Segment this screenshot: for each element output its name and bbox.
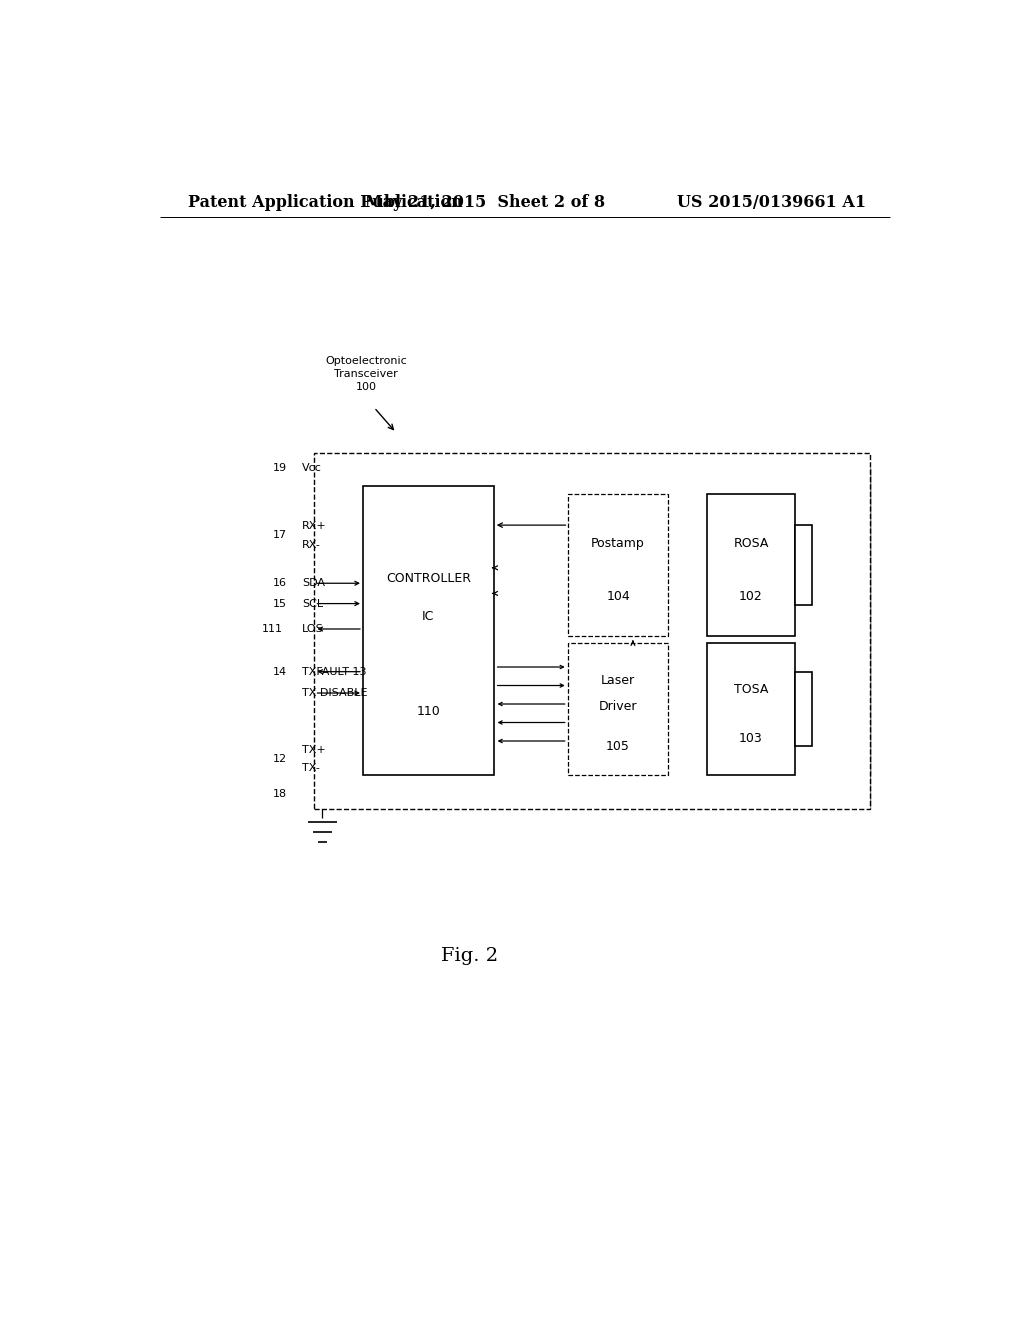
Text: Postamp: Postamp [591,537,645,550]
Text: Patent Application Publication: Patent Application Publication [187,194,462,211]
Text: 16: 16 [272,578,287,589]
Text: Optoelectronic
Transceiver
100: Optoelectronic Transceiver 100 [326,356,407,392]
Text: TX-: TX- [302,763,319,774]
Text: 102: 102 [739,590,763,603]
Text: 110: 110 [417,705,440,718]
Bar [795,672,812,746]
Text: 17: 17 [272,531,287,540]
Text: 105: 105 [606,739,630,752]
Text: 14: 14 [272,667,287,677]
Text: US 2015/0139661 A1: US 2015/0139661 A1 [677,194,866,211]
Bar [362,486,494,775]
Text: Vcc: Vcc [302,463,322,474]
Bar [708,643,795,775]
Text: TX+: TX+ [302,744,326,755]
Bar [568,494,668,636]
Text: CONTROLLER: CONTROLLER [386,572,471,585]
Text: RX+: RX+ [302,521,327,532]
Text: 19: 19 [272,463,287,474]
Text: IC: IC [422,610,434,623]
Text: TX DISABLE: TX DISABLE [302,688,368,698]
Text: ROSA: ROSA [733,537,769,550]
Text: May 21, 2015  Sheet 2 of 8: May 21, 2015 Sheet 2 of 8 [366,194,605,211]
Text: TOSA: TOSA [734,682,768,696]
Text: 103: 103 [739,731,763,744]
Text: 104: 104 [606,590,630,603]
Text: Driver: Driver [599,700,637,713]
Text: 111: 111 [262,624,283,634]
Text: SCL: SCL [302,598,323,609]
Bar [795,525,812,605]
Text: Fig. 2: Fig. 2 [440,948,498,965]
Bar [708,494,795,636]
Text: 18: 18 [272,788,287,799]
Bar [568,643,668,775]
Text: 15: 15 [272,598,287,609]
Bar [314,453,870,809]
Text: LOS: LOS [302,624,324,634]
Text: SDA: SDA [302,578,325,589]
Text: 12: 12 [272,754,287,764]
Text: Laser: Laser [601,673,635,686]
Text: TXFAULT 13: TXFAULT 13 [302,667,367,677]
Text: RX-: RX- [302,540,321,549]
